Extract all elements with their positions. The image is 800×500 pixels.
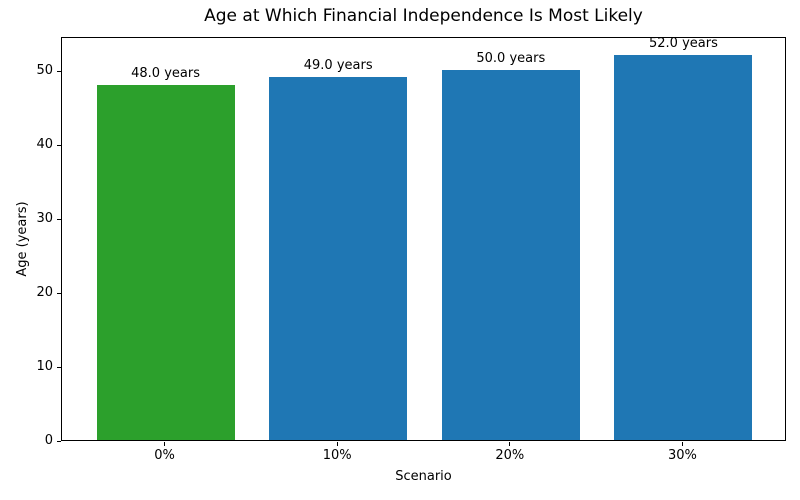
x-tick-label: 10% — [322, 448, 352, 463]
x-axis-label: Scenario — [395, 469, 452, 484]
bar-value-label: 48.0 years — [131, 65, 200, 81]
bar-value-label: 50.0 years — [476, 51, 546, 67]
x-tick-mark — [164, 442, 166, 446]
x-tick-label: 20% — [495, 448, 525, 463]
chart-title: Age at Which Financial Independence Is M… — [204, 6, 643, 26]
x-tick-mark — [681, 442, 683, 446]
y-tick-mark — [57, 440, 61, 442]
bar-value-label: 52.0 years — [648, 36, 718, 52]
bar — [441, 70, 580, 440]
x-tick-label: 30% — [667, 448, 697, 463]
bar — [614, 55, 753, 440]
y-tick-label: 30 — [36, 211, 53, 227]
bar — [269, 77, 408, 440]
bar-value-label: 49.0 years — [303, 58, 373, 74]
y-tick-mark — [57, 144, 61, 146]
y-tick-label: 10 — [36, 359, 53, 374]
x-tick-mark — [509, 442, 511, 446]
y-tick-label: 40 — [36, 137, 53, 153]
y-tick-mark — [57, 70, 61, 72]
y-tick-mark — [57, 218, 61, 220]
plot-area: 48.0 years 49.0 years 50.0 years 52.0 years — [61, 36, 786, 441]
y-tick-label: 20 — [36, 285, 53, 300]
x-tick-label: 0% — [154, 448, 175, 463]
y-tick-label: 50 — [36, 63, 53, 79]
bar — [96, 84, 235, 440]
y-tick-mark — [57, 292, 61, 294]
y-tick-label: 0 — [44, 433, 53, 448]
x-tick-mark — [336, 442, 338, 446]
y-tick-mark — [57, 366, 61, 368]
y-axis-label: Age (years) — [15, 201, 30, 277]
